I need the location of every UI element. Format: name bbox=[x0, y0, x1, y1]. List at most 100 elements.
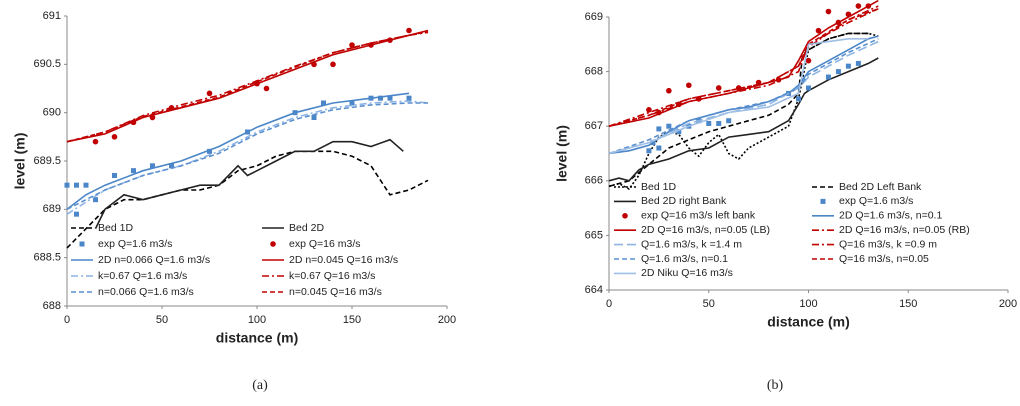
legend-label: 2D Q=1.6 m3/s, n=0.1 bbox=[839, 210, 942, 222]
series-line bbox=[66, 92, 410, 210]
series-line bbox=[608, 38, 879, 155]
legend-label: exp Q=16 m3/s bbox=[289, 238, 361, 250]
legend-label: exp Q=16 m3/s left bank bbox=[641, 210, 756, 222]
series-line bbox=[66, 102, 428, 211]
marker-square bbox=[656, 145, 662, 151]
legend-label: 2D Q=16 m3/s, n=0.05 (LB) bbox=[641, 224, 770, 236]
legend-label: k=0.67 Q=1.6 m3/s bbox=[98, 270, 187, 282]
legend-label: n=0.045 Q=16 m3/s bbox=[289, 286, 382, 298]
marker-square bbox=[646, 148, 652, 154]
marker-circle bbox=[755, 79, 762, 86]
marker-square bbox=[656, 126, 662, 132]
y-tick-label: 688.5 bbox=[33, 252, 61, 264]
series-line bbox=[608, 40, 879, 155]
legend-label: exp Q=1.6 m3/s bbox=[98, 238, 172, 250]
marker-circle bbox=[349, 42, 355, 48]
y-tick-label: 664 bbox=[585, 284, 603, 296]
marker-circle bbox=[270, 241, 276, 247]
x-tick-label: 0 bbox=[64, 314, 70, 326]
legend-label: 2D Q=16 m3/s, n=0.05 (RB) bbox=[839, 224, 970, 236]
marker-square bbox=[806, 85, 811, 91]
x-tick-label: 100 bbox=[248, 314, 266, 326]
marker-square bbox=[79, 241, 85, 247]
y-tick-label: 688 bbox=[43, 300, 61, 312]
marker-circle bbox=[622, 213, 628, 219]
series-line bbox=[608, 32, 869, 188]
marker-square bbox=[666, 123, 672, 129]
series-line bbox=[608, 8, 879, 127]
y-tick-label: 689 bbox=[43, 203, 61, 215]
y-tick-label: 665 bbox=[585, 229, 603, 241]
y-tick-label: 691 bbox=[43, 10, 61, 22]
marker-circle bbox=[206, 90, 213, 97]
x-tick-label: 0 bbox=[606, 298, 612, 310]
series-line bbox=[66, 29, 429, 143]
marker-square bbox=[820, 198, 826, 204]
marker-circle bbox=[92, 138, 99, 145]
y-tick-label: 668 bbox=[585, 66, 603, 78]
y-tick-label: 689.5 bbox=[33, 155, 61, 167]
marker-square bbox=[112, 173, 117, 178]
legend-label: Q=16 m3/s, k =0.9 m bbox=[839, 238, 937, 250]
series-line bbox=[66, 30, 429, 143]
marker-square bbox=[726, 118, 732, 124]
legend-label: Q=16 m3/s, n=0.05 bbox=[839, 253, 929, 265]
marker-square bbox=[311, 115, 317, 120]
marker-square bbox=[64, 182, 70, 188]
x-tick-label: 50 bbox=[703, 298, 715, 310]
legend-label: 2D n=0.066 Q=1.6 m3/s bbox=[98, 254, 210, 266]
x-tick-label: 200 bbox=[999, 298, 1017, 310]
marker-square bbox=[387, 95, 393, 101]
y-axis-title: level (m) bbox=[12, 133, 28, 190]
series-line bbox=[608, 5, 879, 127]
marker-square bbox=[150, 163, 155, 169]
marker-square bbox=[825, 74, 831, 80]
marker-square bbox=[406, 95, 412, 101]
marker-circle bbox=[715, 85, 722, 91]
y-tick-label: 690.5 bbox=[33, 58, 61, 70]
marker-circle bbox=[815, 27, 822, 34]
marker-square bbox=[131, 168, 136, 174]
marker-circle bbox=[825, 8, 832, 15]
marker-square bbox=[855, 60, 861, 66]
legend-label: Bed 2D bbox=[289, 222, 324, 234]
legend-label: 2D Niku Q=16 m3/s bbox=[641, 267, 733, 279]
legend-label: 2D n=0.045 Q=16 m3/s bbox=[289, 254, 398, 266]
marker-square bbox=[321, 100, 326, 106]
legend-label: Bed 1D bbox=[98, 222, 133, 234]
marker-circle bbox=[666, 87, 672, 94]
marker-square bbox=[207, 148, 212, 154]
marker-circle bbox=[686, 82, 692, 89]
x-tick-label: 200 bbox=[438, 314, 456, 326]
x-tick-label: 100 bbox=[799, 298, 817, 310]
y-tick-label: 669 bbox=[585, 11, 603, 23]
marker-square bbox=[845, 63, 851, 69]
marker-circle bbox=[805, 57, 812, 64]
marker-circle bbox=[406, 27, 412, 34]
marker-square bbox=[716, 120, 722, 126]
legend-label: exp Q=1.6 m3/s bbox=[839, 195, 913, 207]
marker-square bbox=[796, 96, 802, 102]
y-axis-title: level (m) bbox=[554, 125, 570, 182]
marker-circle bbox=[855, 3, 862, 9]
series-line bbox=[608, 38, 869, 155]
x-tick-label: 150 bbox=[899, 298, 917, 310]
legend-label: k=0.67 Q=16 m3/s bbox=[289, 270, 375, 282]
x-axis-title: distance (m) bbox=[767, 314, 849, 330]
marker-square bbox=[835, 69, 841, 75]
marker-circle bbox=[111, 134, 118, 140]
x-tick-label: 50 bbox=[156, 314, 168, 326]
marker-square bbox=[74, 182, 79, 188]
marker-square bbox=[349, 100, 355, 106]
series-line bbox=[94, 138, 404, 230]
marker-square bbox=[378, 95, 383, 101]
caption: (a) bbox=[252, 378, 268, 393]
marker-square bbox=[93, 197, 98, 203]
x-tick-label: 150 bbox=[343, 314, 361, 326]
marker-square bbox=[74, 211, 79, 217]
marker-square bbox=[706, 120, 712, 126]
x-axis-title: distance (m) bbox=[216, 330, 298, 346]
series-line bbox=[66, 150, 429, 249]
legend-label: Bed 2D Left Bank bbox=[839, 181, 922, 193]
